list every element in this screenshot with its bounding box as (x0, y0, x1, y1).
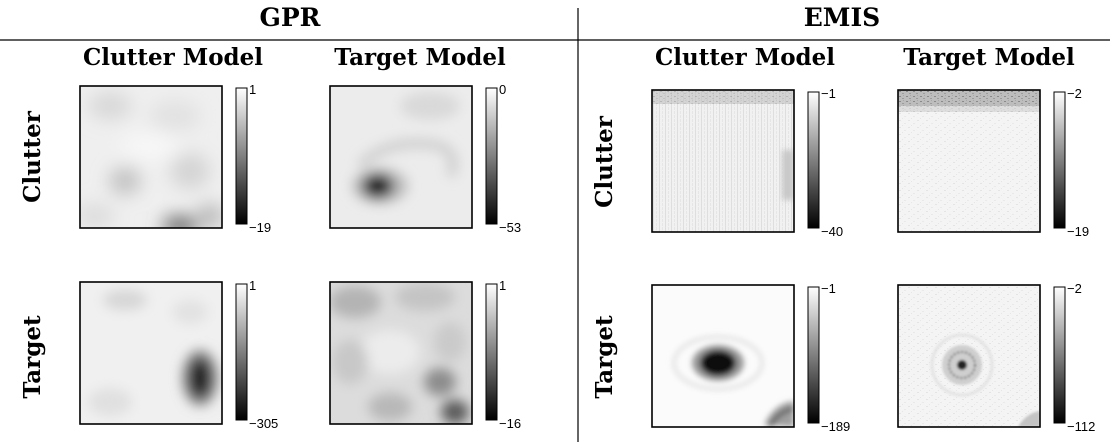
section-title-emis: EMIS (804, 3, 880, 32)
colorbar-max-label: 1 (499, 278, 506, 293)
colorbar-max-label: −2 (1067, 281, 1082, 296)
colorbar (807, 91, 820, 229)
heatmap-frame (329, 281, 473, 425)
heatmap-panel-gpr-target-target: 1 −16 (329, 278, 521, 431)
colorbar-min-label: −53 (499, 220, 521, 235)
colorbar (235, 87, 248, 225)
colorbar (485, 87, 498, 225)
heatmap-image-emis-target-clutter (652, 285, 794, 427)
colorbar (235, 283, 248, 421)
section-title-gpr: GPR (260, 3, 321, 32)
row-label-emis-clutter: Clutter (591, 115, 618, 208)
heatmap-image-emis-clutter-target (898, 90, 1040, 232)
heatmap-frame (651, 284, 795, 428)
colorbar-min-label: −189 (821, 419, 850, 434)
column-header-gpr-target-model: Target Model (334, 44, 506, 71)
colorbar-max-label: −1 (821, 86, 836, 101)
heatmap-frame (897, 284, 1041, 428)
colorbar (1053, 91, 1066, 229)
colorbar-min-label: −19 (1067, 224, 1089, 239)
heatmap-panel-gpr-target-clutter: 1 −305 (79, 278, 278, 431)
heatmap-image-gpr-clutter-target (330, 86, 472, 228)
heatmap-frame (79, 85, 223, 229)
heatmap-image-emis-target-target (898, 285, 1040, 427)
heatmap-image-gpr-target-target (330, 282, 472, 424)
colorbar-max-label: −2 (1067, 86, 1082, 101)
colorbar-min-label: −19 (249, 220, 271, 235)
colorbar-min-label: −112 (1067, 419, 1095, 434)
colorbar-min-label: −305 (249, 416, 278, 431)
colorbar-max-label: 0 (499, 82, 506, 97)
colorbar-max-label: 1 (249, 82, 256, 97)
colorbar-min-label: −40 (821, 224, 843, 239)
heatmap-panel-emis-target-target: −2 −112 (897, 281, 1095, 434)
heatmap-image-gpr-clutter-clutter (80, 86, 222, 228)
heatmap-frame (651, 89, 795, 233)
heatmap-panel-gpr-clutter-target: 0 −53 (329, 82, 521, 235)
colorbar-min-label: −16 (499, 416, 521, 431)
heatmap-frame (79, 281, 223, 425)
row-label-emis-target: Target (591, 315, 618, 399)
heatmap-panel-emis-target-clutter: −1 −189 (651, 281, 850, 434)
heatmap-panel-gpr-clutter-clutter: 1 −19 (79, 82, 271, 235)
heatmap-panel-emis-clutter-target: −2 −19 (897, 86, 1089, 239)
column-header-gpr-clutter-model: Clutter Model (83, 44, 263, 71)
panels-layer: 1 −19 0 −53 1 −305 1 −16 −1 −40 −2 −19 −1 −189 −2 −112 (79, 82, 1095, 434)
row-label-gpr-clutter: Clutter (19, 110, 46, 203)
column-header-emis-clutter-model: Clutter Model (655, 44, 835, 71)
heatmap-image-gpr-target-clutter (80, 282, 222, 424)
colorbar (807, 286, 820, 424)
column-header-emis-target-model: Target Model (903, 44, 1075, 71)
heatmap-frame (329, 85, 473, 229)
heatmap-panel-emis-clutter-clutter: −1 −40 (651, 86, 843, 239)
colorbar (485, 283, 498, 421)
colorbar-max-label: −1 (821, 281, 836, 296)
colorbar (1053, 286, 1066, 424)
colorbar-max-label: 1 (249, 278, 256, 293)
row-label-gpr-target: Target (19, 315, 46, 399)
heatmap-image-emis-clutter-clutter (652, 90, 794, 232)
heatmap-frame (897, 89, 1041, 233)
